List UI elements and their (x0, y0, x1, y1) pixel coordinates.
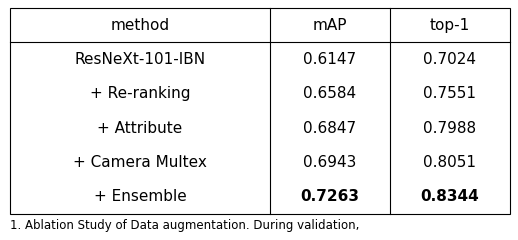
Text: ResNeXt-101-IBN: ResNeXt-101-IBN (75, 52, 206, 67)
Text: + Ensemble: + Ensemble (94, 189, 186, 204)
Text: + Camera Multex: + Camera Multex (73, 155, 207, 170)
Text: mAP: mAP (313, 18, 347, 33)
Text: top-1: top-1 (430, 18, 470, 33)
Text: + Re-ranking: + Re-ranking (90, 86, 190, 101)
Text: method: method (110, 18, 169, 33)
Text: 0.6943: 0.6943 (304, 155, 357, 170)
Text: 0.7024: 0.7024 (424, 52, 477, 67)
Text: 0.8344: 0.8344 (421, 189, 479, 204)
Text: 0.7263: 0.7263 (300, 189, 359, 204)
Text: 0.8051: 0.8051 (424, 155, 477, 170)
Text: 0.7551: 0.7551 (424, 86, 477, 101)
Text: 0.6147: 0.6147 (304, 52, 356, 67)
Text: 0.6847: 0.6847 (304, 121, 356, 136)
Text: 0.7988: 0.7988 (423, 121, 477, 136)
Text: + Attribute: + Attribute (97, 121, 183, 136)
Text: 1. Ablation Study of Data augmentation. During validation,: 1. Ablation Study of Data augmentation. … (10, 218, 359, 232)
Bar (10, 8, 510, 214)
Text: 0.6584: 0.6584 (304, 86, 356, 101)
